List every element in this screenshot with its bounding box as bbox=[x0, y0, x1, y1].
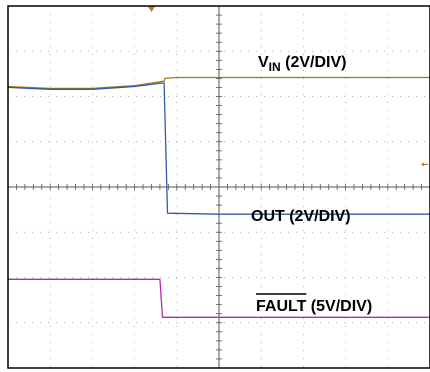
markers bbox=[147, 6, 428, 167]
grid bbox=[7, 5, 430, 369]
trigger-level-arrow bbox=[421, 162, 424, 167]
series-label-out: OUT (2V/DIV) bbox=[251, 208, 351, 225]
series-label-fault: FAULT (5V/DIV) bbox=[256, 293, 372, 315]
svg-text:FAULT (5V/DIV): FAULT (5V/DIV) bbox=[256, 298, 372, 315]
trace-out bbox=[7, 82, 430, 215]
trace-fault bbox=[8, 278, 430, 318]
series-label-vin: VIN (2V/DIV) bbox=[258, 54, 346, 74]
trace-v-in bbox=[7, 76, 430, 90]
trigger-position-marker bbox=[147, 6, 156, 12]
plot-border bbox=[7, 5, 430, 369]
traces bbox=[7, 76, 430, 318]
